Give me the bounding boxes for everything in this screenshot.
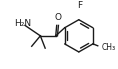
Text: H₂N: H₂N — [14, 19, 32, 28]
Text: O: O — [54, 13, 61, 22]
Text: CH₃: CH₃ — [102, 43, 116, 52]
Text: F: F — [77, 1, 82, 10]
